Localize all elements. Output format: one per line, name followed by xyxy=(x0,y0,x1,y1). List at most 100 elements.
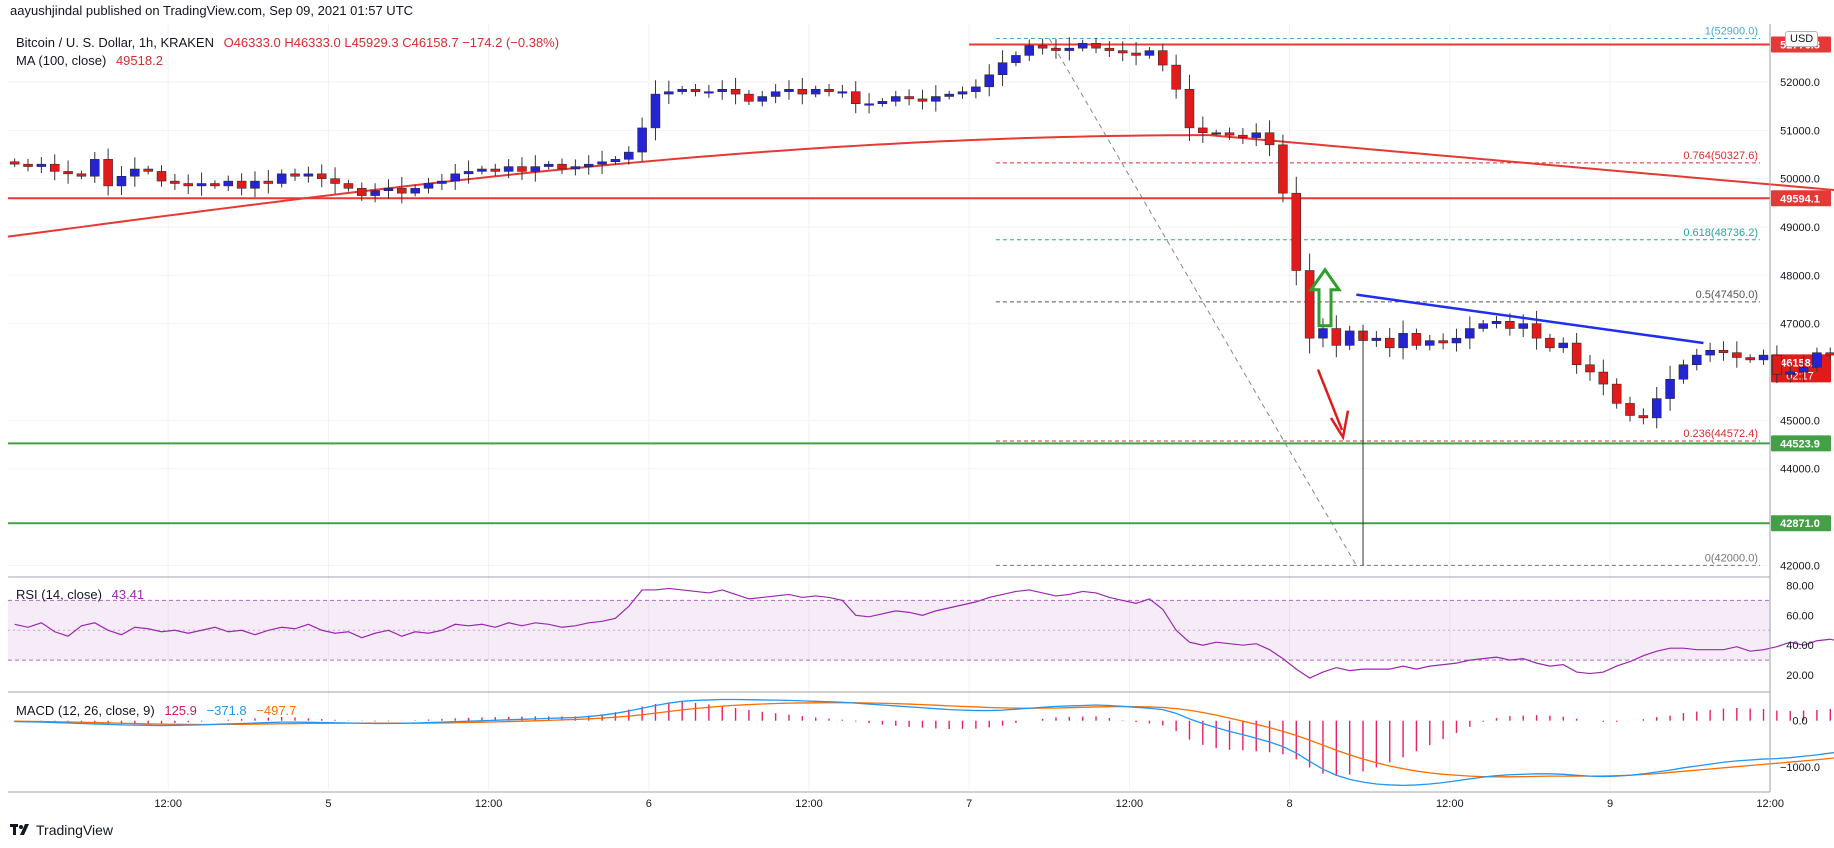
candle-body xyxy=(1024,45,1035,56)
candle-body xyxy=(1251,132,1261,138)
candle-body xyxy=(1184,89,1195,129)
macd-label: MACD (12, 26, close, 9) xyxy=(16,703,155,718)
candle-body xyxy=(1451,337,1462,344)
macd-legend[interactable]: MACD (12, 26, close, 9) 125.9 −371.8 −49… xyxy=(16,703,296,718)
candle-body xyxy=(170,180,180,184)
candle-body xyxy=(597,161,607,165)
fib-level-label: 0.5(47450.0) xyxy=(1696,289,1758,301)
candle-body xyxy=(36,163,47,167)
candle-body xyxy=(1064,47,1075,51)
candle-body xyxy=(850,91,861,104)
ma-legend[interactable]: MA (100, close) 49518.2 xyxy=(16,53,163,68)
candle-body xyxy=(1131,52,1141,56)
candle-body xyxy=(1158,50,1168,66)
candle-body xyxy=(931,96,941,102)
candle-body xyxy=(1571,342,1582,365)
price-axis-badge-label: 42871.0 xyxy=(1780,518,1820,530)
rsi-line xyxy=(14,587,1834,679)
candle-body xyxy=(90,159,100,177)
candle-body xyxy=(250,180,260,189)
ohlc-close: C46158.7 xyxy=(402,35,459,50)
candle-body xyxy=(1411,333,1422,346)
time-tick-label: 6 xyxy=(646,798,652,810)
price-axis-badge xyxy=(1771,515,1831,532)
candle-body xyxy=(984,74,994,88)
up-arrow xyxy=(1308,267,1342,328)
candle-body xyxy=(1264,132,1275,146)
candle-body xyxy=(570,166,581,170)
candle-body xyxy=(196,183,207,187)
candle-body xyxy=(824,89,834,92)
price-axis-badge xyxy=(1771,435,1831,452)
candle-body xyxy=(116,176,127,187)
candle-body xyxy=(677,89,687,92)
candle-body xyxy=(530,166,541,172)
currency-button[interactable]: USD xyxy=(1785,31,1819,47)
candle-body xyxy=(690,89,701,92)
candle-body xyxy=(610,159,621,162)
candle-body xyxy=(1291,192,1302,271)
candle-body xyxy=(1531,323,1542,339)
candle-body xyxy=(1812,352,1822,368)
candle-body xyxy=(704,91,714,94)
time-tick-label: 7 xyxy=(966,798,972,810)
candle-body xyxy=(330,178,340,184)
candle-body xyxy=(717,89,727,92)
candle-body xyxy=(1598,371,1609,385)
candle-body xyxy=(1198,127,1208,133)
candle-body xyxy=(837,91,848,94)
candle-body xyxy=(1144,50,1155,56)
candle-body xyxy=(1384,337,1395,349)
candle-body xyxy=(624,151,634,160)
candle-body xyxy=(917,98,928,102)
candle-body xyxy=(1425,340,1435,346)
symbol-title[interactable]: Bitcoin / U. S. Dollar, 1h, KRAKEN xyxy=(16,35,214,50)
candle-body xyxy=(1745,357,1755,361)
candle-body xyxy=(1718,350,1729,353)
price-tick-label: 45000.0 xyxy=(1780,415,1820,427)
candle-body xyxy=(156,171,167,182)
tradingview-logo[interactable]: TradingView xyxy=(10,822,113,838)
price-tick-label: 49000.0 xyxy=(1780,222,1820,234)
candle-body xyxy=(1211,132,1221,135)
candles xyxy=(9,37,1834,566)
candle-body xyxy=(1465,328,1475,339)
fib-level-label: 0.618(48736.2) xyxy=(1683,227,1758,239)
ma-value: 49518.2 xyxy=(115,53,163,68)
annotations xyxy=(1308,267,1704,441)
candle-body xyxy=(1304,270,1315,339)
time-tick-label: 12:00 xyxy=(1756,798,1784,810)
candle-body xyxy=(423,183,434,189)
symbol-ohlc-line[interactable]: Bitcoin / U. S. Dollar, 1h, KRAKEN O4633… xyxy=(16,35,559,50)
candle-body xyxy=(316,173,327,179)
candle-body xyxy=(730,89,741,95)
ma-label: MA (100, close) xyxy=(16,53,107,68)
candle-body xyxy=(877,101,888,105)
down-arrow-head xyxy=(1329,410,1350,441)
candle-body xyxy=(223,180,234,187)
fib-level-label: 0(42000.0) xyxy=(1705,552,1758,564)
candle-body xyxy=(63,171,73,175)
fib-diagonal xyxy=(1048,38,1357,566)
candle-body xyxy=(477,168,487,172)
ohlc-low: L45929.3 xyxy=(344,35,399,50)
candle-body xyxy=(770,91,781,97)
candle-body xyxy=(1077,43,1088,49)
rsi-tick-label: 80.00 xyxy=(1786,580,1814,592)
rsi-legend[interactable]: RSI (14, close) 43.41 xyxy=(16,587,144,602)
candle-body xyxy=(303,173,314,177)
price-tick-label: 51000.0 xyxy=(1780,125,1820,137)
candle-body xyxy=(1625,403,1635,416)
candle-body xyxy=(971,86,981,92)
candle-body xyxy=(810,89,821,95)
candle-body xyxy=(1518,323,1528,329)
candle-body xyxy=(236,180,247,189)
rsi-band xyxy=(8,600,1770,661)
candle-body xyxy=(1344,330,1355,346)
candle-body xyxy=(1224,132,1235,136)
candle-body xyxy=(1011,55,1021,63)
candle-body xyxy=(130,168,140,177)
candle-body xyxy=(1398,333,1408,349)
axes: 52000.0 51000.0 50000.0 49000.0 48000.0 47000… xyxy=(8,24,1820,810)
